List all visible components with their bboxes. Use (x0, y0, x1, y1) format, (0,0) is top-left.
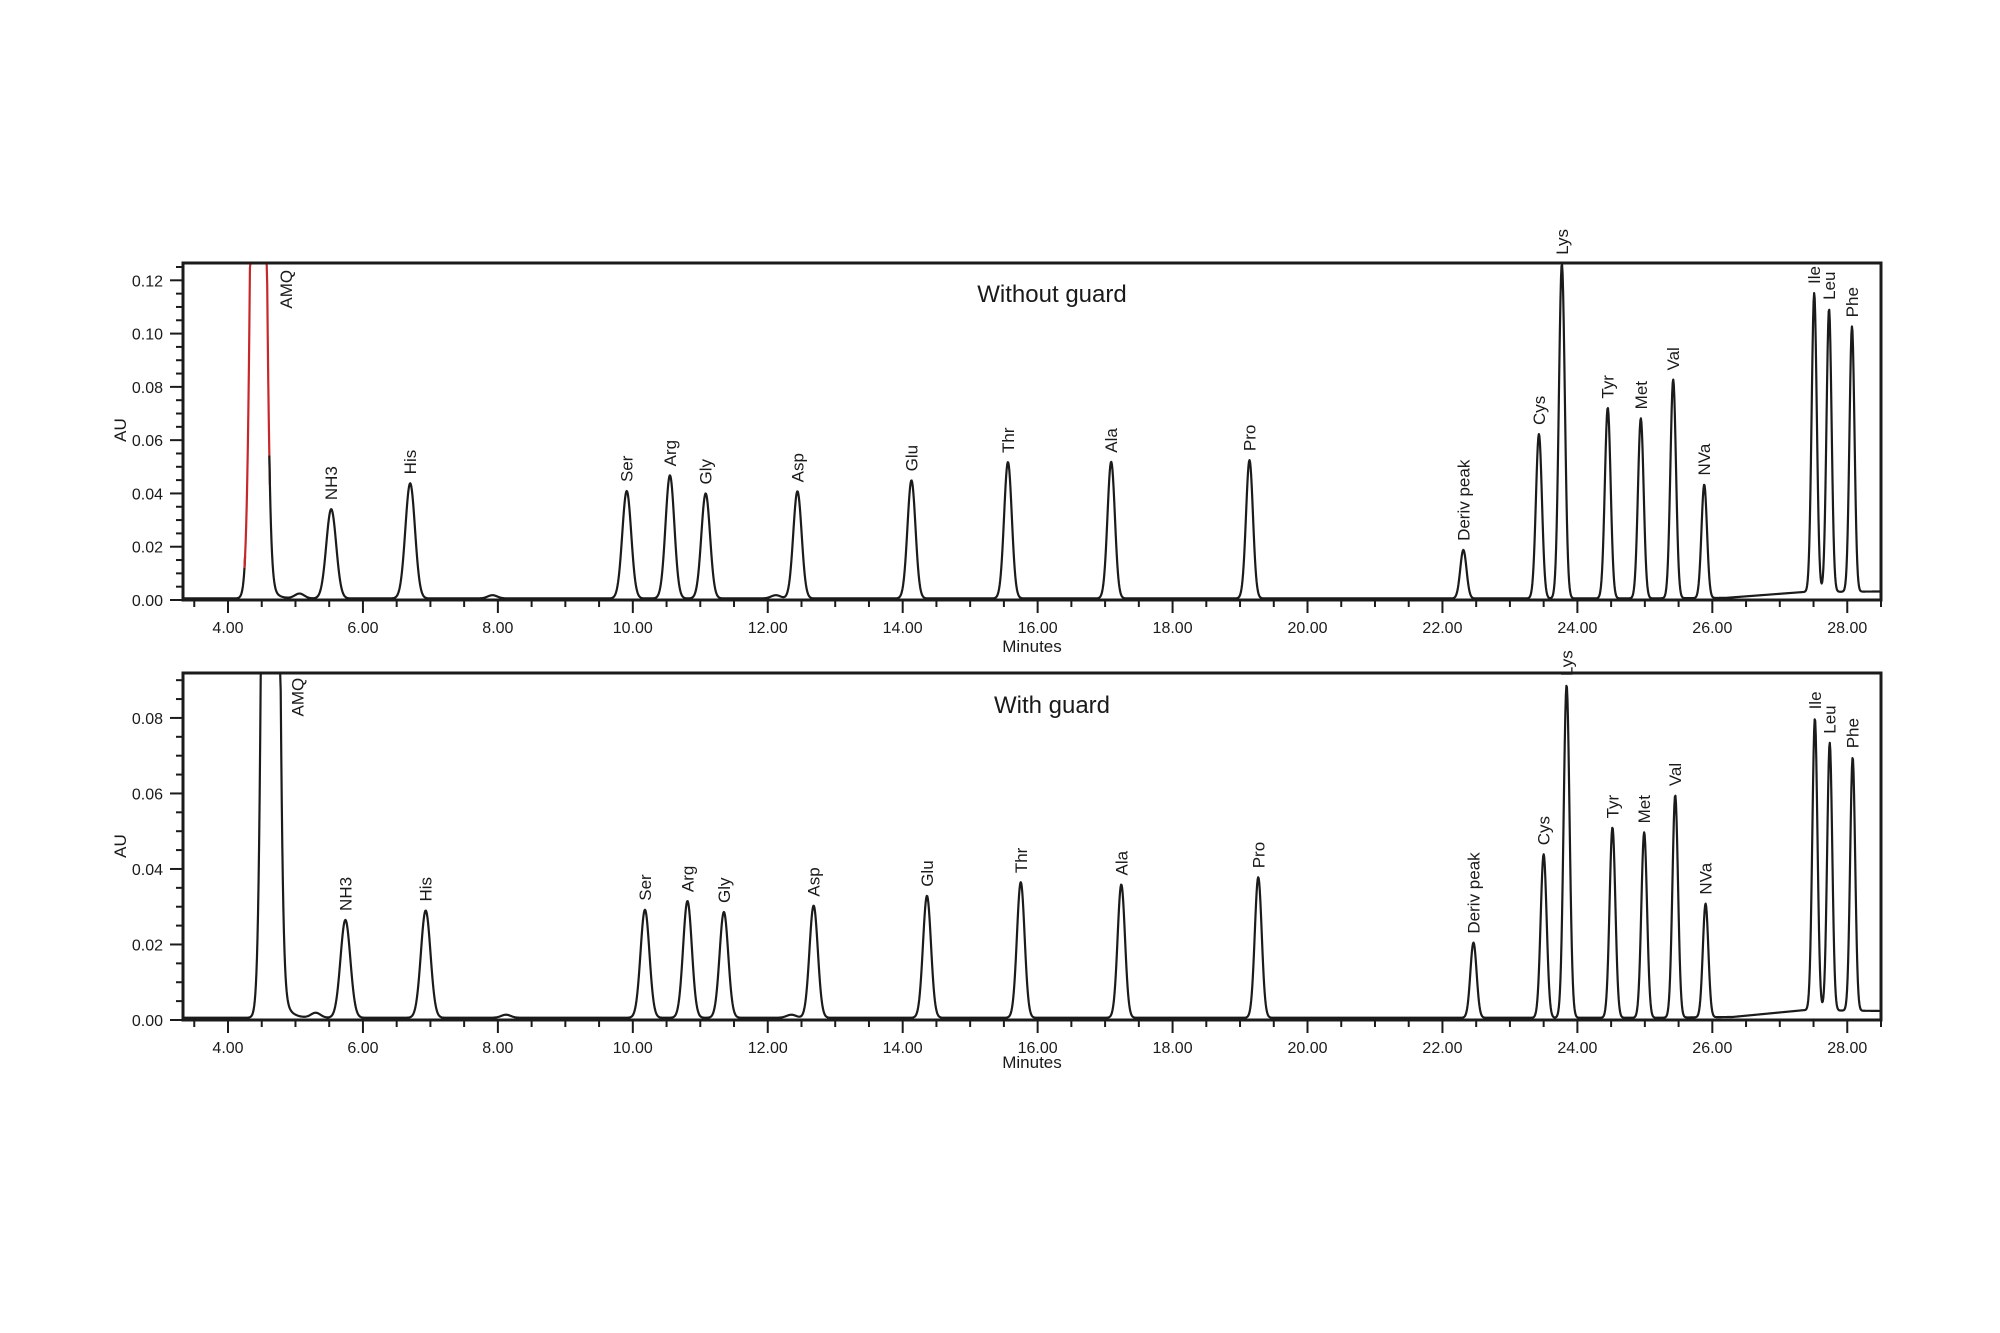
peak-label: Glu (902, 445, 921, 471)
x-tick-label: 22.00 (1422, 620, 1462, 637)
y-tick-label: 0.06 (132, 433, 163, 450)
peak-label: Met (1632, 381, 1651, 410)
peak-label: Gly (715, 877, 734, 903)
peak-label: Cys (1535, 816, 1554, 845)
peak-label: Ser (636, 874, 655, 901)
x-tick-label: 26.00 (1692, 620, 1732, 637)
peak-label: Asp (788, 453, 807, 482)
x-tick-label: 10.00 (613, 1040, 653, 1057)
peak-label: Pro (1249, 842, 1268, 868)
x-tick-label: 18.00 (1153, 620, 1193, 637)
peak-label: His (401, 450, 420, 475)
y-tick-label: 0.10 (132, 327, 163, 344)
y-axis-label-top: AU (111, 418, 130, 442)
peak-label: Gly (697, 458, 716, 484)
x-tick-label: 10.00 (613, 620, 653, 637)
x-tick-label: 14.00 (883, 620, 923, 637)
y-tick-label: 0.06 (132, 786, 163, 803)
x-tick-label: 22.00 (1422, 1040, 1462, 1057)
x-tick-label: 4.00 (212, 1040, 243, 1057)
plot-frame (181, 671, 1883, 1022)
peak-label: Phe (1844, 718, 1863, 748)
peak-label: Cys (1530, 396, 1549, 425)
peak-label: Ile (1806, 691, 1825, 709)
trace-path (181, 555, 247, 600)
x-tick-label: 28.00 (1827, 1040, 1867, 1057)
peak-label: Thr (1012, 847, 1031, 873)
x-tick-label: 20.00 (1287, 620, 1327, 637)
y-tick-label: 0.04 (132, 486, 163, 503)
x-tick-label: 8.00 (482, 1040, 513, 1057)
peak-label: AMQ (277, 270, 296, 309)
x-tick-label: 24.00 (1557, 1040, 1597, 1057)
peak-label: NVa (1697, 862, 1716, 894)
y-tick-label: 0.00 (132, 593, 163, 610)
peak-label: His (417, 877, 436, 902)
plot-frame (181, 261, 1883, 602)
x-tick-label: 6.00 (347, 620, 378, 637)
peak-label: NVa (1695, 443, 1714, 475)
chart-title-with-guard: With guard (993, 692, 1111, 719)
chart-title-without-guard: Without guard (977, 281, 1127, 308)
peak-label: Ala (1112, 850, 1131, 875)
y-tick-label: 0.02 (132, 937, 163, 954)
peak-label: Lys (1553, 229, 1572, 255)
x-axis-label-bottom: Minutes (1002, 1053, 1062, 1072)
peak-label: AMQ (288, 678, 307, 717)
x-tick-label: 8.00 (482, 620, 513, 637)
x-tick-label: 6.00 (347, 1040, 378, 1057)
peak-label: NH3 (336, 877, 355, 911)
peak-label: Val (1666, 763, 1685, 786)
x-tick-label: 16.00 (1018, 1040, 1058, 1057)
chart-with-guard: 4.00 6.00 8.00 10.00 12.00 14.00 16.00 18.00 20.… (132, 650, 1883, 1057)
chart-without-guard: 4.00 6.00 8.00 10.00 12.00 14.00 16.00 18.00 20.… (132, 229, 1883, 637)
x-tick-label: 16.00 (1018, 620, 1058, 637)
y-tick-label: 0.02 (132, 540, 163, 557)
x-tick-label: 4.00 (212, 620, 243, 637)
x-tick-label: 12.00 (748, 620, 788, 637)
peak-label: Deriv peak (1464, 852, 1483, 934)
trace-path (181, 671, 1883, 1019)
x-tick-label: 24.00 (1557, 620, 1597, 637)
peak-label: Ile (1805, 266, 1824, 284)
x-tick-label: 26.00 (1692, 1040, 1732, 1057)
peak-label: Asp (805, 867, 824, 896)
peak-label: Leu (1820, 272, 1839, 300)
peak-label: Glu (918, 860, 937, 886)
x-tick-label: 14.00 (883, 1040, 923, 1057)
x-tick-label: 28.00 (1827, 620, 1867, 637)
y-tick-label: 0.04 (132, 862, 163, 879)
peak-label: NH3 (322, 466, 341, 500)
peak-label: Met (1635, 795, 1654, 824)
peak-label: Val (1664, 347, 1683, 370)
y-tick-label: 0.12 (132, 273, 163, 290)
trace-path (268, 263, 1883, 600)
peak-label: Deriv peak (1454, 459, 1473, 541)
y-tick-label: 0.00 (132, 1013, 163, 1030)
x-tick-label: 20.00 (1287, 1040, 1327, 1057)
peak-label: Arg (678, 866, 697, 892)
x-axis-label-top: Minutes (1002, 637, 1062, 656)
peak-label: Arg (661, 440, 680, 466)
x-tick-label: 18.00 (1153, 1040, 1193, 1057)
y-tick-label: 0.08 (132, 380, 163, 397)
peak-label: Tyr (1603, 794, 1622, 818)
peak-label: Tyr (1599, 375, 1618, 399)
peak-label: Pro (1240, 425, 1259, 451)
peak-label: Thr (999, 427, 1018, 453)
y-axis-label-bottom: AU (111, 834, 130, 858)
peak-label: Lys (1558, 650, 1577, 676)
x-tick-label: 12.00 (748, 1040, 788, 1057)
peak-label: Phe (1843, 287, 1862, 317)
peak-label: Ala (1102, 428, 1121, 453)
y-tick-label: 0.08 (132, 711, 163, 728)
peak-label: Leu (1821, 705, 1840, 733)
peak-label: Ser (618, 455, 637, 482)
